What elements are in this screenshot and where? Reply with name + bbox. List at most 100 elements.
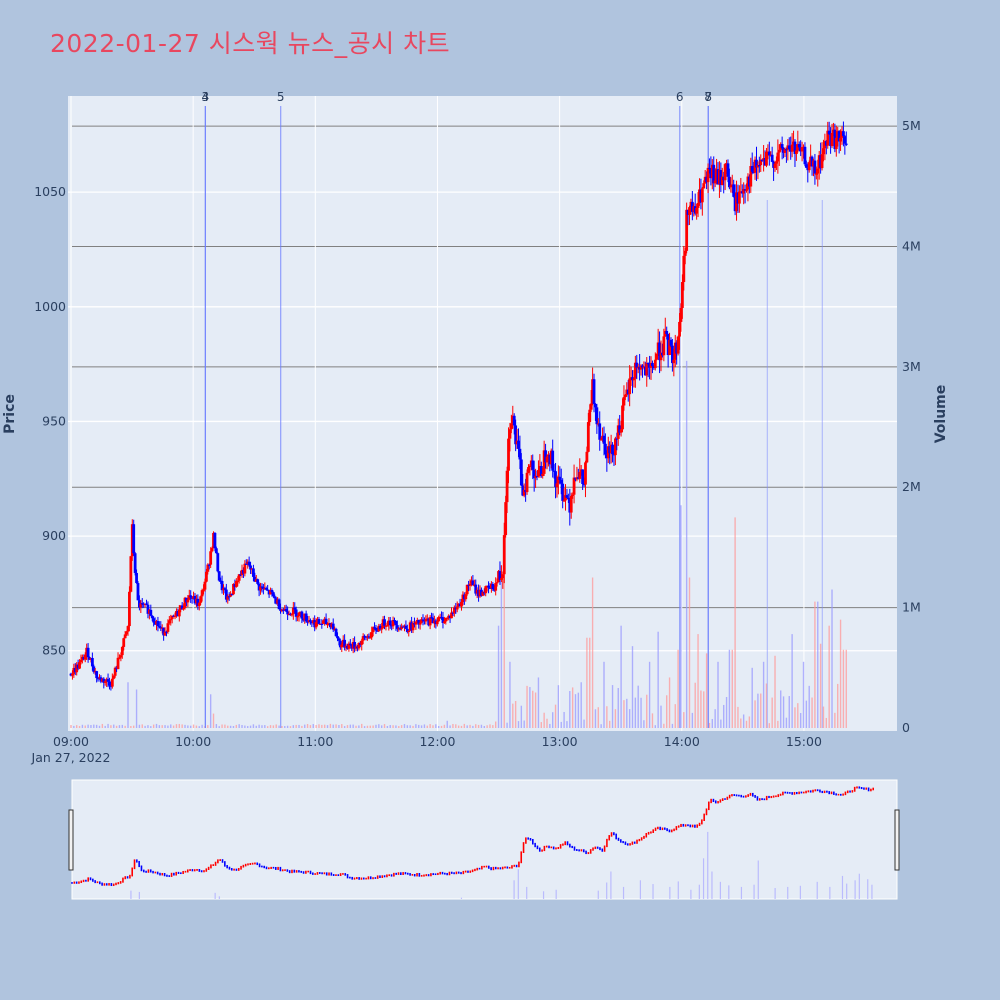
candle	[405, 628, 409, 632]
candle	[423, 620, 426, 622]
candle	[708, 167, 711, 170]
candle	[224, 589, 228, 600]
candle	[192, 595, 195, 599]
candle	[206, 564, 210, 572]
candle	[749, 165, 753, 187]
candle	[200, 590, 204, 597]
candle	[596, 423, 600, 425]
candle	[102, 678, 106, 683]
candle	[823, 141, 827, 149]
candle	[827, 130, 831, 135]
candle	[269, 590, 272, 595]
range-slider-right-handle[interactable]	[894, 809, 900, 871]
candle	[643, 366, 647, 376]
candle	[455, 606, 459, 610]
candle	[324, 618, 328, 625]
candle	[316, 619, 319, 623]
candle	[820, 154, 824, 169]
candle	[703, 176, 707, 184]
candle	[296, 616, 299, 618]
candle	[830, 132, 834, 147]
range-slider-left-handle[interactable]	[68, 809, 74, 871]
y2-axis-title: Volume	[933, 385, 949, 444]
candle	[663, 330, 667, 337]
candle	[555, 483, 559, 488]
candle	[713, 180, 717, 184]
candle	[461, 594, 465, 603]
candle	[69, 673, 73, 676]
candle	[337, 638, 341, 641]
candle	[233, 583, 237, 587]
candle	[475, 589, 479, 594]
candle	[589, 403, 593, 410]
candle	[468, 583, 472, 586]
candle	[287, 613, 291, 616]
news-marker-label: 8	[704, 90, 712, 104]
candle	[289, 613, 292, 616]
candle	[185, 597, 188, 603]
candle	[410, 622, 414, 631]
candle	[333, 628, 337, 631]
candle	[642, 366, 646, 368]
candle	[840, 131, 844, 138]
candle	[836, 131, 840, 138]
candle	[595, 407, 599, 425]
candle	[290, 614, 294, 616]
candle	[752, 171, 756, 174]
candle	[377, 625, 381, 632]
candle	[658, 342, 661, 361]
candle	[772, 161, 775, 168]
candle	[524, 489, 528, 493]
candle	[347, 643, 351, 649]
y-axis-title: Price	[2, 394, 18, 434]
candle	[613, 438, 617, 456]
candle	[321, 620, 325, 624]
candle	[157, 626, 161, 628]
candle	[790, 144, 794, 152]
candle	[485, 585, 489, 587]
candle	[574, 477, 577, 480]
candle	[464, 594, 468, 600]
candle	[366, 636, 369, 638]
candle	[471, 580, 475, 586]
candle	[695, 207, 699, 214]
candle	[722, 176, 726, 181]
candle	[229, 594, 233, 597]
candle	[280, 609, 284, 611]
candle	[123, 634, 127, 639]
candle	[571, 494, 575, 496]
candle	[105, 679, 109, 682]
candle	[397, 628, 401, 630]
candle	[776, 152, 780, 162]
candle	[284, 608, 288, 612]
candle	[259, 586, 262, 591]
candle	[170, 615, 174, 620]
candle	[832, 129, 835, 133]
candle	[370, 632, 374, 638]
candle	[442, 621, 446, 623]
candle	[747, 176, 751, 187]
candle	[498, 571, 502, 580]
candle	[785, 149, 788, 151]
candle	[76, 664, 80, 669]
candle	[395, 625, 399, 629]
candle	[374, 628, 378, 631]
candle	[562, 500, 566, 502]
candle	[739, 191, 743, 193]
candle	[451, 612, 455, 614]
candle	[240, 569, 244, 575]
candle	[804, 164, 808, 168]
candle	[303, 613, 307, 621]
candle	[307, 620, 311, 622]
range-slider[interactable]	[68, 779, 900, 900]
candle	[236, 580, 240, 582]
volume-tick-label: 2M	[902, 479, 921, 494]
candle	[517, 440, 520, 449]
candle	[115, 667, 119, 670]
candle	[125, 631, 128, 635]
candle	[558, 476, 562, 480]
candle	[310, 621, 314, 624]
candle	[488, 587, 492, 589]
candle	[715, 169, 718, 181]
